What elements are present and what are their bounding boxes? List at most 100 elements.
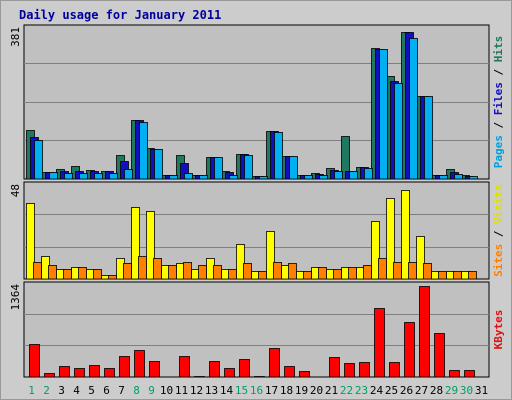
hits-bar-pages	[214, 157, 223, 180]
kbytes-bar-kbytes	[344, 363, 355, 378]
hits-bar-pages	[349, 171, 358, 180]
chart-title: Daily usage for January 2011	[19, 8, 221, 22]
kbytes-bar-kbytes	[59, 366, 70, 378]
x-tick-label: 25	[385, 384, 398, 397]
kbytes-bar-kbytes	[149, 361, 160, 378]
visits-bar-sites	[198, 265, 207, 280]
kbytes-bar-kbytes	[89, 365, 100, 378]
legend-entry: Pages	[492, 135, 505, 168]
x-tick-label: 30	[460, 384, 473, 397]
hits-bar-pages	[379, 49, 388, 180]
x-tick-label: 26	[400, 384, 413, 397]
visits-bar-visits	[401, 190, 410, 280]
hits-panel: 381 Pages / Files / Hits	[9, 24, 505, 180]
kbytes-bar-kbytes	[239, 359, 250, 378]
visits-bar-sites	[48, 265, 57, 280]
visits-bar-sites	[453, 271, 462, 280]
x-tick-label: 22	[340, 384, 353, 397]
x-tick-label: 19	[295, 384, 308, 397]
hits-bar-pages	[139, 122, 148, 180]
kbytes-panel: 1364 KBytes	[9, 281, 505, 378]
hits-ymax-label: 381	[9, 27, 22, 47]
kbytes-bar-kbytes	[374, 308, 385, 378]
hits-bar-pages	[394, 83, 403, 180]
visits-bar-visits	[236, 244, 245, 280]
visits-bar-sites	[393, 262, 402, 280]
visits-bar-sites	[63, 269, 72, 280]
kbytes-bar-kbytes	[359, 362, 370, 378]
x-tick-label: 14	[220, 384, 234, 397]
kbytes-bar-kbytes	[434, 333, 445, 378]
x-tick-label: 31	[475, 384, 488, 397]
x-tick-label: 9	[148, 384, 155, 397]
hits-bar-pages	[64, 173, 73, 180]
visits-bar-sites	[123, 263, 132, 280]
visits-bar-sites	[423, 263, 432, 280]
hits-bar-pages	[154, 149, 163, 180]
visits-bar-visits	[371, 221, 380, 280]
x-tick-label: 4	[73, 384, 80, 397]
hits-bar-pages	[409, 38, 418, 180]
kbytes-bar-kbytes	[329, 357, 340, 378]
x-tick-label: 11	[175, 384, 188, 397]
kbytes-bar-kbytes	[134, 350, 145, 378]
visits-bar-visits	[146, 211, 155, 280]
legend-entry: Hits	[492, 36, 505, 63]
legend-entry: Files	[492, 82, 505, 115]
visits-bar-sites	[213, 265, 222, 280]
legend-entry: Visits	[492, 184, 505, 224]
legend-entry: Sites	[492, 244, 505, 277]
visits-bar-visits	[386, 198, 395, 280]
visits-bar-visits	[416, 236, 425, 280]
x-tick-label: 13	[205, 384, 218, 397]
visits-bar-visits	[266, 231, 275, 280]
hits-bar-pages	[259, 176, 268, 180]
kbytes-bar-kbytes	[119, 356, 130, 378]
legend-entry: /	[492, 224, 505, 244]
x-tick-label: 15	[235, 384, 248, 397]
visits-ymax-label: 48	[9, 184, 22, 197]
kbytes-bar-kbytes	[194, 376, 205, 378]
hits-bar-pages	[334, 171, 343, 180]
x-tick-label: 20	[310, 384, 323, 397]
hits-bar-pages	[184, 173, 193, 180]
visits-bar-visits	[131, 207, 140, 280]
visits-bar-sites	[258, 271, 267, 280]
x-tick-label: 10	[160, 384, 173, 397]
kbytes-bar-kbytes	[179, 356, 190, 378]
visits-bar-sites	[33, 262, 42, 280]
x-tick-label: 8	[133, 384, 140, 397]
x-tick-label: 17	[265, 384, 278, 397]
visits-panel: 48 Sites / Visits	[9, 181, 505, 280]
visits-bar-sites	[243, 263, 252, 280]
visits-bar-sites	[378, 258, 387, 280]
x-tick-label: 18	[280, 384, 293, 397]
kbytes-bar-kbytes	[44, 373, 55, 378]
visits-bar-sites	[363, 265, 372, 280]
visits-series-sites	[33, 256, 477, 280]
x-axis-labels: 1 2 3 4 5 6 7 8 9 10 11 12 13 14 15 16 17 18 19 20 21 22 23 24 2…	[28, 384, 488, 397]
visits-series-visits	[26, 190, 470, 280]
kbytes-bar-kbytes	[74, 368, 85, 378]
kbytes-bar-kbytes	[299, 371, 310, 378]
visits-bar-sites	[438, 271, 447, 280]
x-tick-label: 21	[325, 384, 338, 397]
hits-bar-pages	[169, 175, 178, 180]
x-tick-label: 24	[370, 384, 384, 397]
kbytes-bar-kbytes	[209, 361, 220, 378]
hits-bar-pages	[289, 156, 298, 180]
x-tick-label: 2	[43, 384, 50, 397]
x-tick-label: 12	[190, 384, 203, 397]
hits-bar-pages	[229, 175, 238, 180]
hits-legend: Pages / Files / Hits	[492, 36, 505, 169]
visits-bar-sites	[333, 269, 342, 280]
visits-bar-sites	[108, 275, 117, 280]
kbytes-bar-kbytes	[449, 370, 460, 378]
x-tick-label: 6	[103, 384, 110, 397]
visits-bar-sites	[93, 269, 102, 280]
visits-bar-sites	[183, 262, 192, 280]
hits-bar-pages	[109, 173, 118, 180]
hits-bar-pages	[34, 140, 43, 180]
kbytes-bar-kbytes	[224, 368, 235, 378]
kbytes-bar-kbytes	[269, 348, 280, 378]
